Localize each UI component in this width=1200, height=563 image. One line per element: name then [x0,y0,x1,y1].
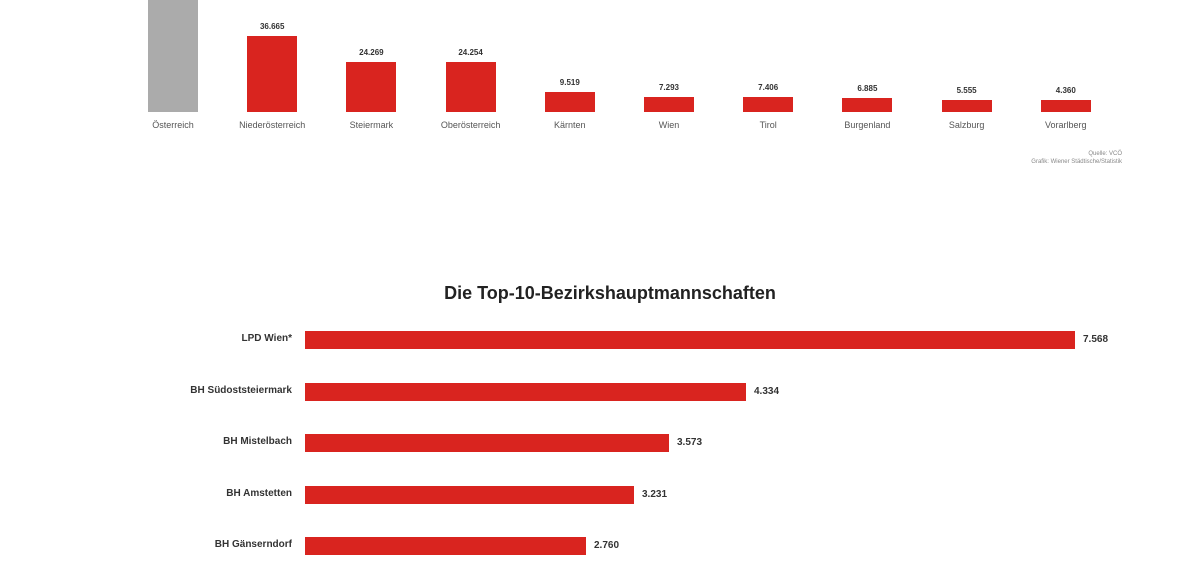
region-bar-group: 7.406 Tirol [718,0,818,130]
region-category-label: Kärnten [554,120,586,130]
district-label: BH Mistelbach [223,436,292,447]
region-bar-group: 36.665 Niederösterreich [222,0,322,130]
region-category-label: Tirol [759,120,777,130]
region-value-label: 6.885 [857,84,878,93]
region-category-label: Wien [658,120,680,130]
district-bar [305,331,1075,349]
district-label: BH Südoststeiermark [190,384,292,396]
district-value: 4.334 [754,385,780,397]
region-value-label: 9.519 [559,78,580,87]
district-label: BH Gänserndorf [214,539,292,550]
region-bar [941,100,992,112]
region-category-label: Oberösterreich [440,120,501,130]
region-value-label: 24.269 [359,48,384,57]
region-bar-group: 4.360 Vorarlberg [1016,0,1116,130]
region-bar-group: 5.555 Salzburg [917,0,1017,130]
region-value-label: 36.665 [259,22,285,31]
region-bar [544,92,595,112]
district-bar [305,537,586,555]
region-bar [148,0,198,112]
district-row: BH Amstetten 3.231 [0,485,1200,505]
source-line-2: Grafik: Wiener Städtische/Statistik [1031,159,1122,165]
region-category-label: Burgenland [844,120,891,130]
region-value-label: 7.406 [758,83,779,92]
region-bar [445,62,496,112]
region-bar-group: 24.254 Oberösterreich [421,0,521,130]
district-label: BH Amstetten [226,487,292,499]
region-bar [1040,100,1091,112]
region-bar [346,62,397,112]
region-bar-group: 6.885 Burgenland [817,0,917,130]
region-value-label: 7.293 [658,83,680,92]
region-category-label: Österreich [152,120,194,130]
district-row: BH Gänserndorf 2.760 [0,536,1200,556]
district-value: 3.573 [677,437,703,448]
district-row: BH Mistelbach 3.573 [0,433,1200,453]
region-value-label: 24.254 [458,48,483,57]
district-value: 3.231 [642,488,668,500]
region-bar-group: 24.269 Steiermark [321,0,421,130]
district-row: LPD Wien* 7.568 [0,330,1200,350]
district-value: 7.568 [1083,334,1109,345]
source-line-1: Quelle: VCÖ [1088,151,1122,157]
district-bar [305,382,746,401]
region-category-label: Vorarlberg [1045,120,1087,130]
region-value-label: 5.555 [956,86,977,95]
region-bar [743,97,794,112]
district-bar [305,434,669,452]
region-bar [644,97,694,112]
district-label: LPD Wien* [241,333,292,344]
district-bar [305,485,634,504]
top-districts-bar-chart: Die Top-10-Bezirkshauptmannschaften LPD … [0,270,1200,563]
region-category-label: Steiermark [349,120,394,130]
district-row: BH Südoststeiermark 4.334 [0,382,1200,402]
region-category-label: Niederösterreich [239,120,306,130]
region-value-label: 4.360 [1055,86,1076,95]
chart-title: Die Top-10-Bezirkshauptmannschaften [444,283,776,303]
regions-bar-chart: Österreich 36.665 Niederösterreich 24.269 St… [0,0,1200,180]
region-bar [247,36,298,112]
district-value: 2.760 [594,540,620,551]
region-bar [842,98,893,112]
region-bar-group: Österreich [123,0,223,130]
region-bar-group: 9.519 Kärnten [520,0,620,130]
region-bar-group: 7.293 Wien [619,0,719,130]
region-category-label: Salzburg [948,120,985,130]
